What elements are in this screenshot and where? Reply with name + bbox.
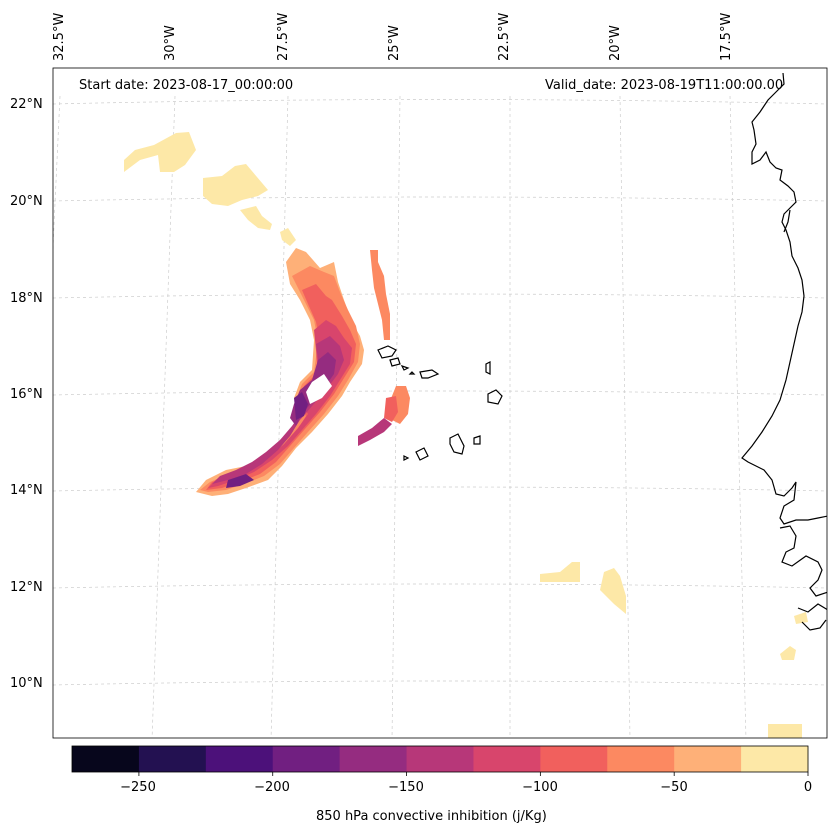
colorbar-tick-label: −50 bbox=[660, 780, 688, 795]
colorbar-segment bbox=[72, 746, 140, 772]
colorbar-segment bbox=[741, 746, 809, 772]
lat-label-16n: 16°N bbox=[10, 387, 43, 402]
colorbar-segments bbox=[72, 746, 809, 772]
valid-date-label: Valid_date: 2023-08-19T11:00:00.00 bbox=[545, 78, 784, 93]
colorbar-tick-label: −100 bbox=[522, 780, 558, 795]
cin-region-yellow bbox=[600, 568, 626, 614]
cin-region-yellow bbox=[203, 164, 268, 206]
colorbar-tick-label: −150 bbox=[388, 780, 424, 795]
colorbar-segment bbox=[540, 746, 608, 772]
colorbar-tick-label: −200 bbox=[254, 780, 290, 795]
cin-arc-hole bbox=[306, 374, 332, 404]
cin-region-yellow bbox=[124, 132, 196, 172]
lon-label-20w: 20°W bbox=[608, 25, 623, 61]
map-panel bbox=[53, 68, 827, 738]
colorbar-tick-label: 0 bbox=[803, 780, 813, 795]
cin-region-yellow bbox=[540, 562, 580, 582]
lon-label-17-5w: 17.5°W bbox=[719, 12, 734, 61]
cin-region-dark-purple bbox=[226, 474, 254, 488]
colorbar-segment bbox=[406, 746, 474, 772]
cin-region-yellow bbox=[280, 228, 296, 246]
colorbar-segment bbox=[473, 746, 541, 772]
lat-label-10n: 10°N bbox=[10, 676, 43, 691]
cape-verde-islands bbox=[377, 345, 503, 461]
lat-label-20n: 20°N bbox=[10, 194, 43, 209]
cin-region-dark-purple bbox=[294, 392, 308, 420]
lat-label-12n: 12°N bbox=[10, 580, 43, 595]
colorbar-segment bbox=[674, 746, 742, 772]
lon-label-30w: 30°W bbox=[163, 25, 178, 61]
lon-label-32-5w: 32.5°W bbox=[52, 12, 67, 61]
colorbar-segment bbox=[272, 746, 341, 772]
cin-region-magenta bbox=[212, 336, 344, 484]
colorbar-frame bbox=[71, 745, 809, 773]
colorbar-tick-marks bbox=[138, 772, 809, 776]
map-frame bbox=[52, 67, 828, 739]
cin-region-yellow bbox=[780, 646, 796, 660]
colorbar-segment bbox=[339, 746, 408, 772]
cin-region-orange bbox=[370, 250, 390, 340]
lat-label-14n: 14°N bbox=[10, 483, 43, 498]
gridlines bbox=[53, 95, 827, 738]
cin-region-red bbox=[208, 320, 352, 488]
cin-region-yellow bbox=[240, 206, 272, 230]
cin-region-yellow bbox=[794, 612, 808, 624]
cin-region-salmon bbox=[384, 396, 398, 422]
lat-label-18n: 18°N bbox=[10, 291, 43, 306]
lon-label-22-5w: 22.5°W bbox=[497, 12, 512, 61]
lat-label-22n: 22°N bbox=[10, 97, 43, 112]
cin-region-yellow bbox=[768, 724, 802, 738]
colorbar-segment bbox=[138, 746, 207, 772]
lon-label-25w: 25°W bbox=[387, 25, 402, 61]
lon-label-27-5w: 27.5°W bbox=[276, 12, 291, 61]
colorbar-label: 850 hPa convective inhibition (j/Kg) bbox=[316, 809, 547, 824]
colorbar-segment bbox=[205, 746, 274, 772]
africa-coastline bbox=[741, 72, 827, 631]
start-date-label: Start date: 2023-08-17_00:00:00 bbox=[79, 78, 294, 93]
cin-contours bbox=[124, 132, 808, 738]
colorbar-segment bbox=[607, 746, 675, 772]
colorbar-tick-label: −250 bbox=[120, 780, 156, 795]
cin-region-magenta bbox=[358, 418, 392, 446]
